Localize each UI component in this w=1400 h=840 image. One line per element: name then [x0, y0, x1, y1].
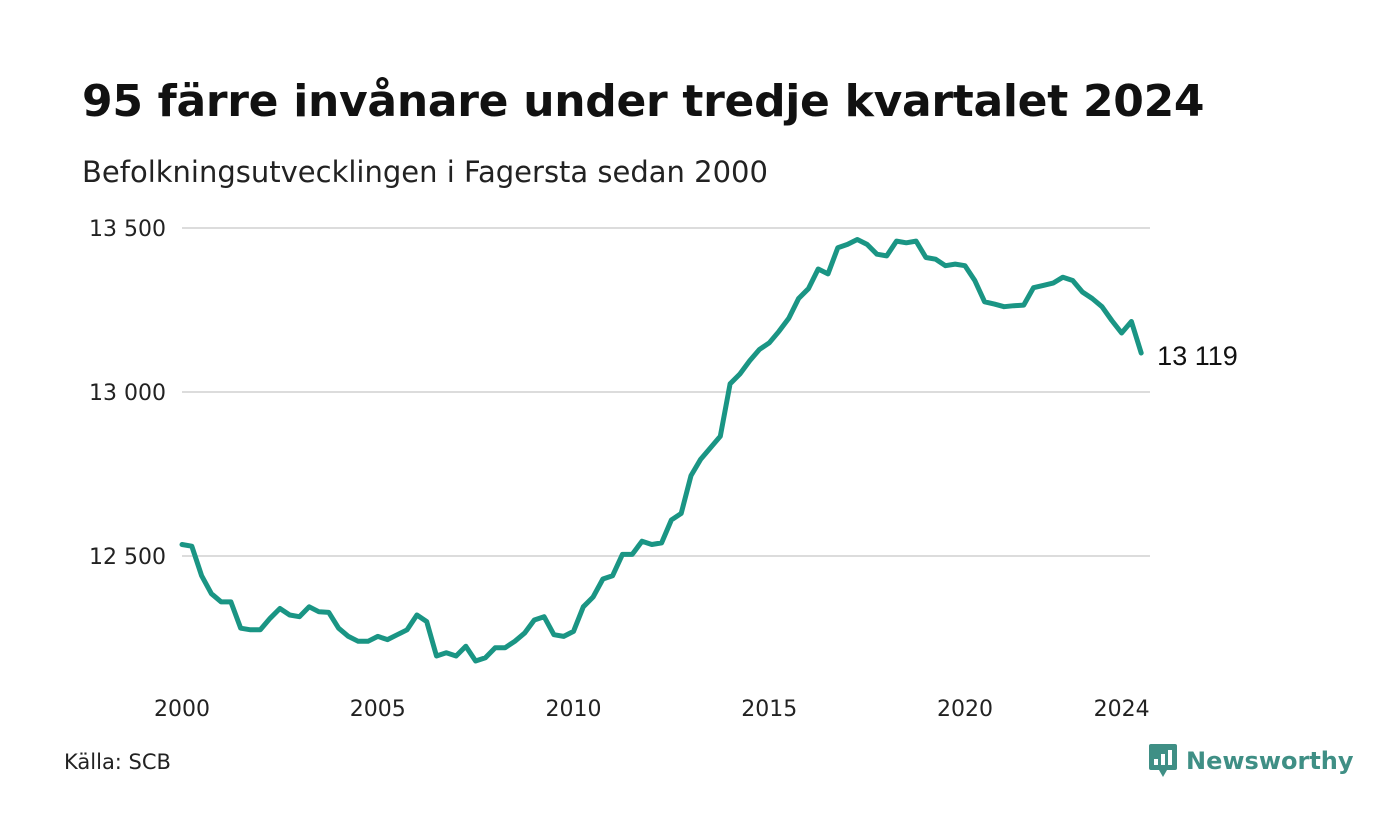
- newsworthy-logo-icon: [1149, 744, 1177, 777]
- x-tick-label: 2010: [546, 697, 602, 722]
- last-value-label: 13 119: [1157, 341, 1238, 371]
- chart-subtitle: Befolkningsutvecklingen i Fagersta sedan…: [82, 155, 768, 189]
- x-tick-label: 2024: [1094, 697, 1150, 722]
- x-axis-tick-labels: 2000 2005 2010 2015 2020 2024: [154, 697, 1150, 722]
- x-tick-label: 2015: [741, 697, 797, 722]
- population-series-line: [179, 237, 1144, 664]
- source-note: Källa: SCB: [64, 750, 171, 774]
- y-tick-label: 12 500: [89, 545, 166, 570]
- y-tick-label: 13 500: [89, 217, 166, 242]
- x-tick-label: 2005: [350, 697, 406, 722]
- brand-name: Newsworthy: [1186, 747, 1354, 775]
- chart-title: 95 färre invånare under tredje kvartalet…: [82, 76, 1205, 127]
- brand-logo: Newsworthy: [1148, 742, 1354, 780]
- x-tick-label: 2020: [937, 697, 993, 722]
- x-tick-label: 2000: [154, 697, 210, 722]
- y-axis-tick-labels: 12 500 13 000 13 500: [89, 217, 166, 570]
- gridlines: [182, 227, 1150, 557]
- y-tick-label: 13 000: [89, 381, 166, 406]
